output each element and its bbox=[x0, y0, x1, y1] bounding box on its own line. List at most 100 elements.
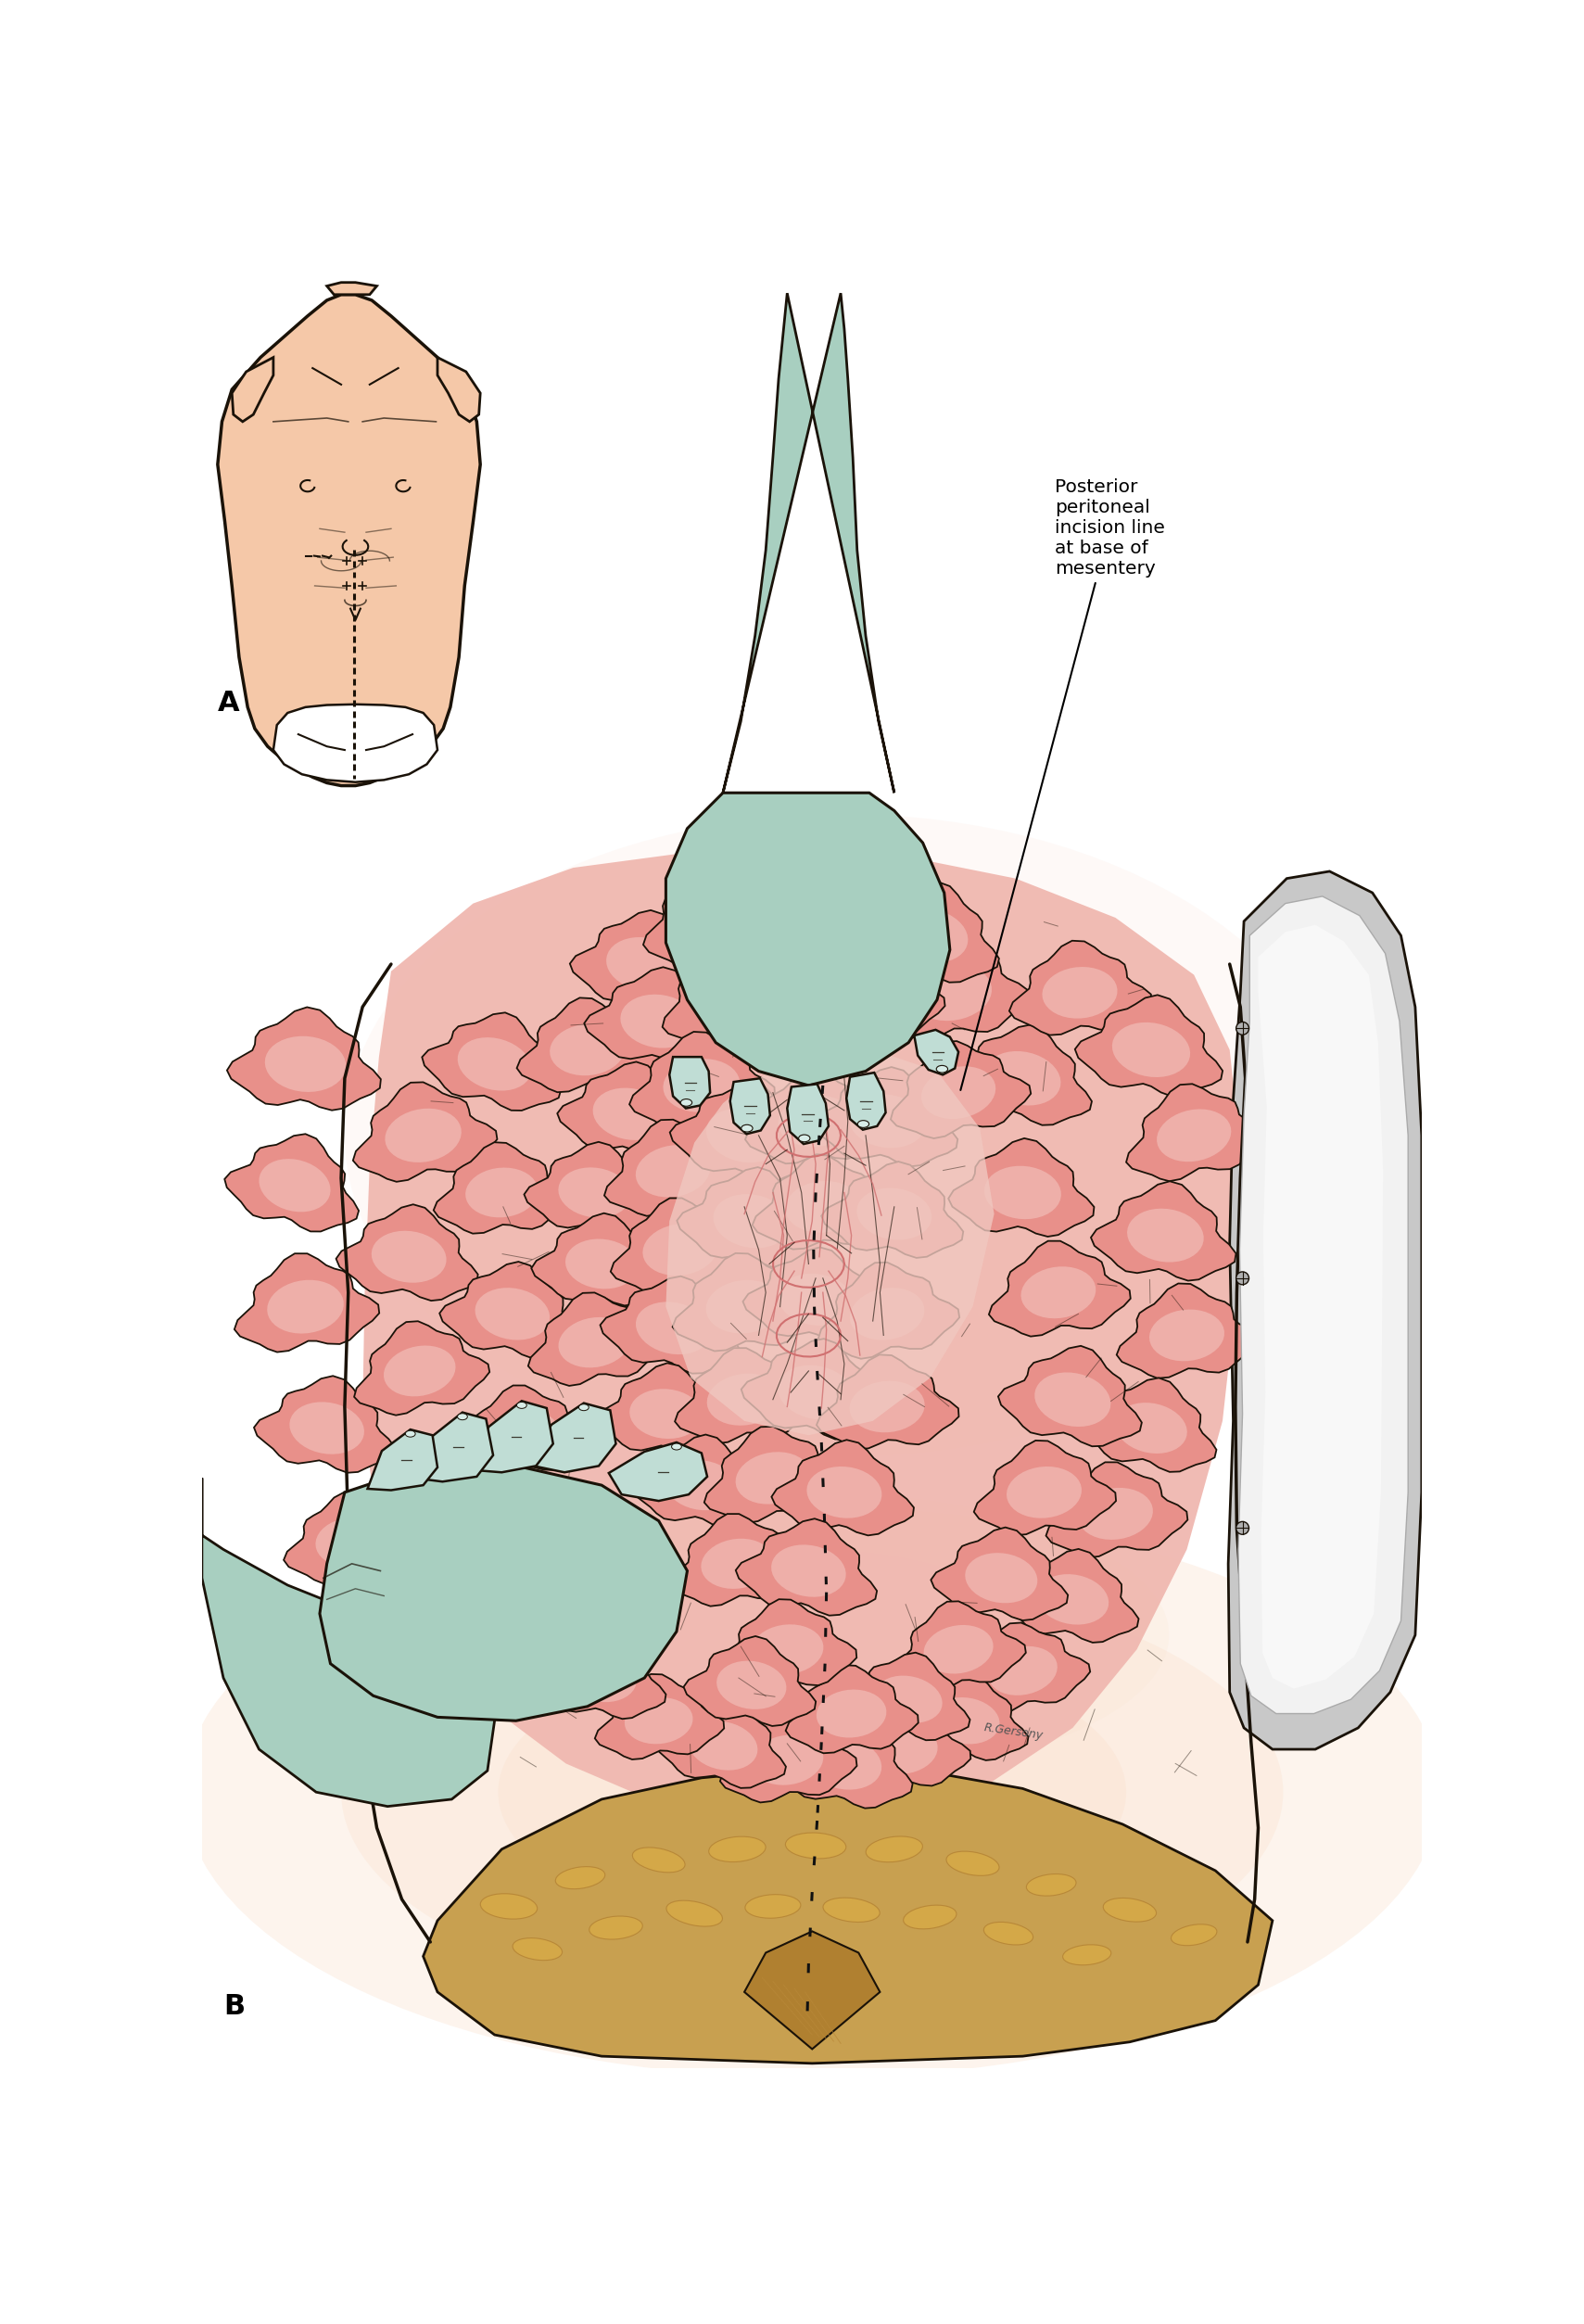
Polygon shape bbox=[786, 1181, 860, 1232]
Polygon shape bbox=[635, 1301, 710, 1355]
Polygon shape bbox=[290, 1401, 364, 1455]
Polygon shape bbox=[965, 1552, 1038, 1604]
Polygon shape bbox=[1228, 872, 1422, 1750]
Polygon shape bbox=[675, 1348, 816, 1443]
Ellipse shape bbox=[984, 1922, 1033, 1945]
Polygon shape bbox=[383, 1346, 456, 1397]
Polygon shape bbox=[466, 1167, 539, 1218]
Ellipse shape bbox=[857, 1120, 870, 1127]
Polygon shape bbox=[558, 1167, 630, 1218]
Polygon shape bbox=[1156, 1109, 1231, 1162]
Polygon shape bbox=[1045, 1462, 1188, 1557]
Polygon shape bbox=[624, 1697, 692, 1743]
Polygon shape bbox=[751, 1736, 824, 1785]
Polygon shape bbox=[713, 1195, 790, 1248]
Polygon shape bbox=[984, 1167, 1061, 1220]
Polygon shape bbox=[260, 1160, 331, 1211]
Polygon shape bbox=[763, 967, 840, 1020]
Polygon shape bbox=[676, 1167, 822, 1267]
Polygon shape bbox=[665, 1050, 995, 1436]
Ellipse shape bbox=[786, 1834, 846, 1859]
Text: B: B bbox=[223, 1992, 246, 2020]
Polygon shape bbox=[960, 1622, 1090, 1713]
Ellipse shape bbox=[341, 1578, 1283, 2006]
Polygon shape bbox=[203, 1478, 494, 1806]
Ellipse shape bbox=[184, 1506, 1440, 2078]
Polygon shape bbox=[819, 885, 898, 944]
Polygon shape bbox=[284, 1492, 421, 1583]
Polygon shape bbox=[722, 293, 895, 792]
Polygon shape bbox=[721, 1710, 857, 1803]
Ellipse shape bbox=[866, 1836, 922, 1862]
Polygon shape bbox=[567, 1655, 637, 1701]
Polygon shape bbox=[949, 1139, 1095, 1236]
Polygon shape bbox=[363, 851, 1240, 1824]
Polygon shape bbox=[423, 1766, 1272, 2064]
Polygon shape bbox=[1150, 1308, 1224, 1362]
Polygon shape bbox=[621, 995, 697, 1048]
Polygon shape bbox=[265, 1037, 345, 1092]
Polygon shape bbox=[516, 997, 659, 1092]
Polygon shape bbox=[786, 1664, 919, 1752]
Polygon shape bbox=[496, 1525, 565, 1573]
Polygon shape bbox=[274, 704, 437, 783]
Ellipse shape bbox=[1236, 1522, 1248, 1534]
Polygon shape bbox=[751, 1624, 824, 1673]
Polygon shape bbox=[1022, 1267, 1096, 1318]
Polygon shape bbox=[234, 1253, 379, 1353]
Polygon shape bbox=[550, 1025, 624, 1076]
Polygon shape bbox=[584, 967, 729, 1067]
Polygon shape bbox=[227, 1006, 380, 1111]
Polygon shape bbox=[911, 964, 992, 1020]
Polygon shape bbox=[437, 358, 480, 421]
Ellipse shape bbox=[1171, 1924, 1217, 1945]
Polygon shape bbox=[515, 1604, 581, 1652]
Polygon shape bbox=[676, 892, 756, 951]
Polygon shape bbox=[689, 1722, 757, 1771]
Polygon shape bbox=[629, 1032, 775, 1129]
Polygon shape bbox=[743, 1248, 885, 1343]
Polygon shape bbox=[475, 1287, 550, 1341]
Polygon shape bbox=[702, 1538, 773, 1590]
Polygon shape bbox=[268, 1281, 344, 1334]
Polygon shape bbox=[985, 1050, 1061, 1106]
Polygon shape bbox=[421, 1013, 561, 1111]
Polygon shape bbox=[914, 1030, 958, 1074]
Polygon shape bbox=[527, 1292, 664, 1385]
Polygon shape bbox=[1126, 1083, 1266, 1181]
Ellipse shape bbox=[946, 1852, 1000, 1875]
Polygon shape bbox=[849, 1095, 925, 1148]
Ellipse shape bbox=[632, 1848, 684, 1873]
Polygon shape bbox=[684, 1636, 816, 1727]
Polygon shape bbox=[570, 911, 714, 1011]
Polygon shape bbox=[596, 1673, 724, 1759]
Polygon shape bbox=[730, 1078, 770, 1134]
Polygon shape bbox=[1042, 967, 1117, 1018]
Polygon shape bbox=[988, 1645, 1058, 1694]
Polygon shape bbox=[813, 1067, 958, 1167]
Text: Posterior
peritoneal
incision line
at base of
mesentery: Posterior peritoneal incision line at ba… bbox=[960, 479, 1164, 1090]
Polygon shape bbox=[610, 1199, 752, 1294]
Ellipse shape bbox=[824, 1899, 879, 1922]
Polygon shape bbox=[434, 1143, 570, 1234]
Polygon shape bbox=[998, 1346, 1142, 1446]
Polygon shape bbox=[524, 1141, 661, 1234]
Polygon shape bbox=[716, 1662, 786, 1708]
Polygon shape bbox=[432, 1569, 501, 1615]
Polygon shape bbox=[719, 1599, 857, 1692]
Polygon shape bbox=[458, 1037, 532, 1090]
Polygon shape bbox=[949, 1025, 1091, 1125]
Polygon shape bbox=[1009, 941, 1152, 1034]
Polygon shape bbox=[1080, 1378, 1217, 1471]
Polygon shape bbox=[367, 1429, 437, 1490]
Polygon shape bbox=[486, 1583, 615, 1669]
Polygon shape bbox=[849, 1287, 925, 1341]
Polygon shape bbox=[744, 1069, 887, 1164]
Polygon shape bbox=[803, 948, 946, 1043]
Ellipse shape bbox=[556, 1866, 605, 1889]
Polygon shape bbox=[806, 1466, 882, 1518]
Polygon shape bbox=[855, 881, 1000, 983]
Polygon shape bbox=[752, 1155, 895, 1250]
Ellipse shape bbox=[741, 1125, 752, 1132]
Polygon shape bbox=[922, 1067, 996, 1118]
